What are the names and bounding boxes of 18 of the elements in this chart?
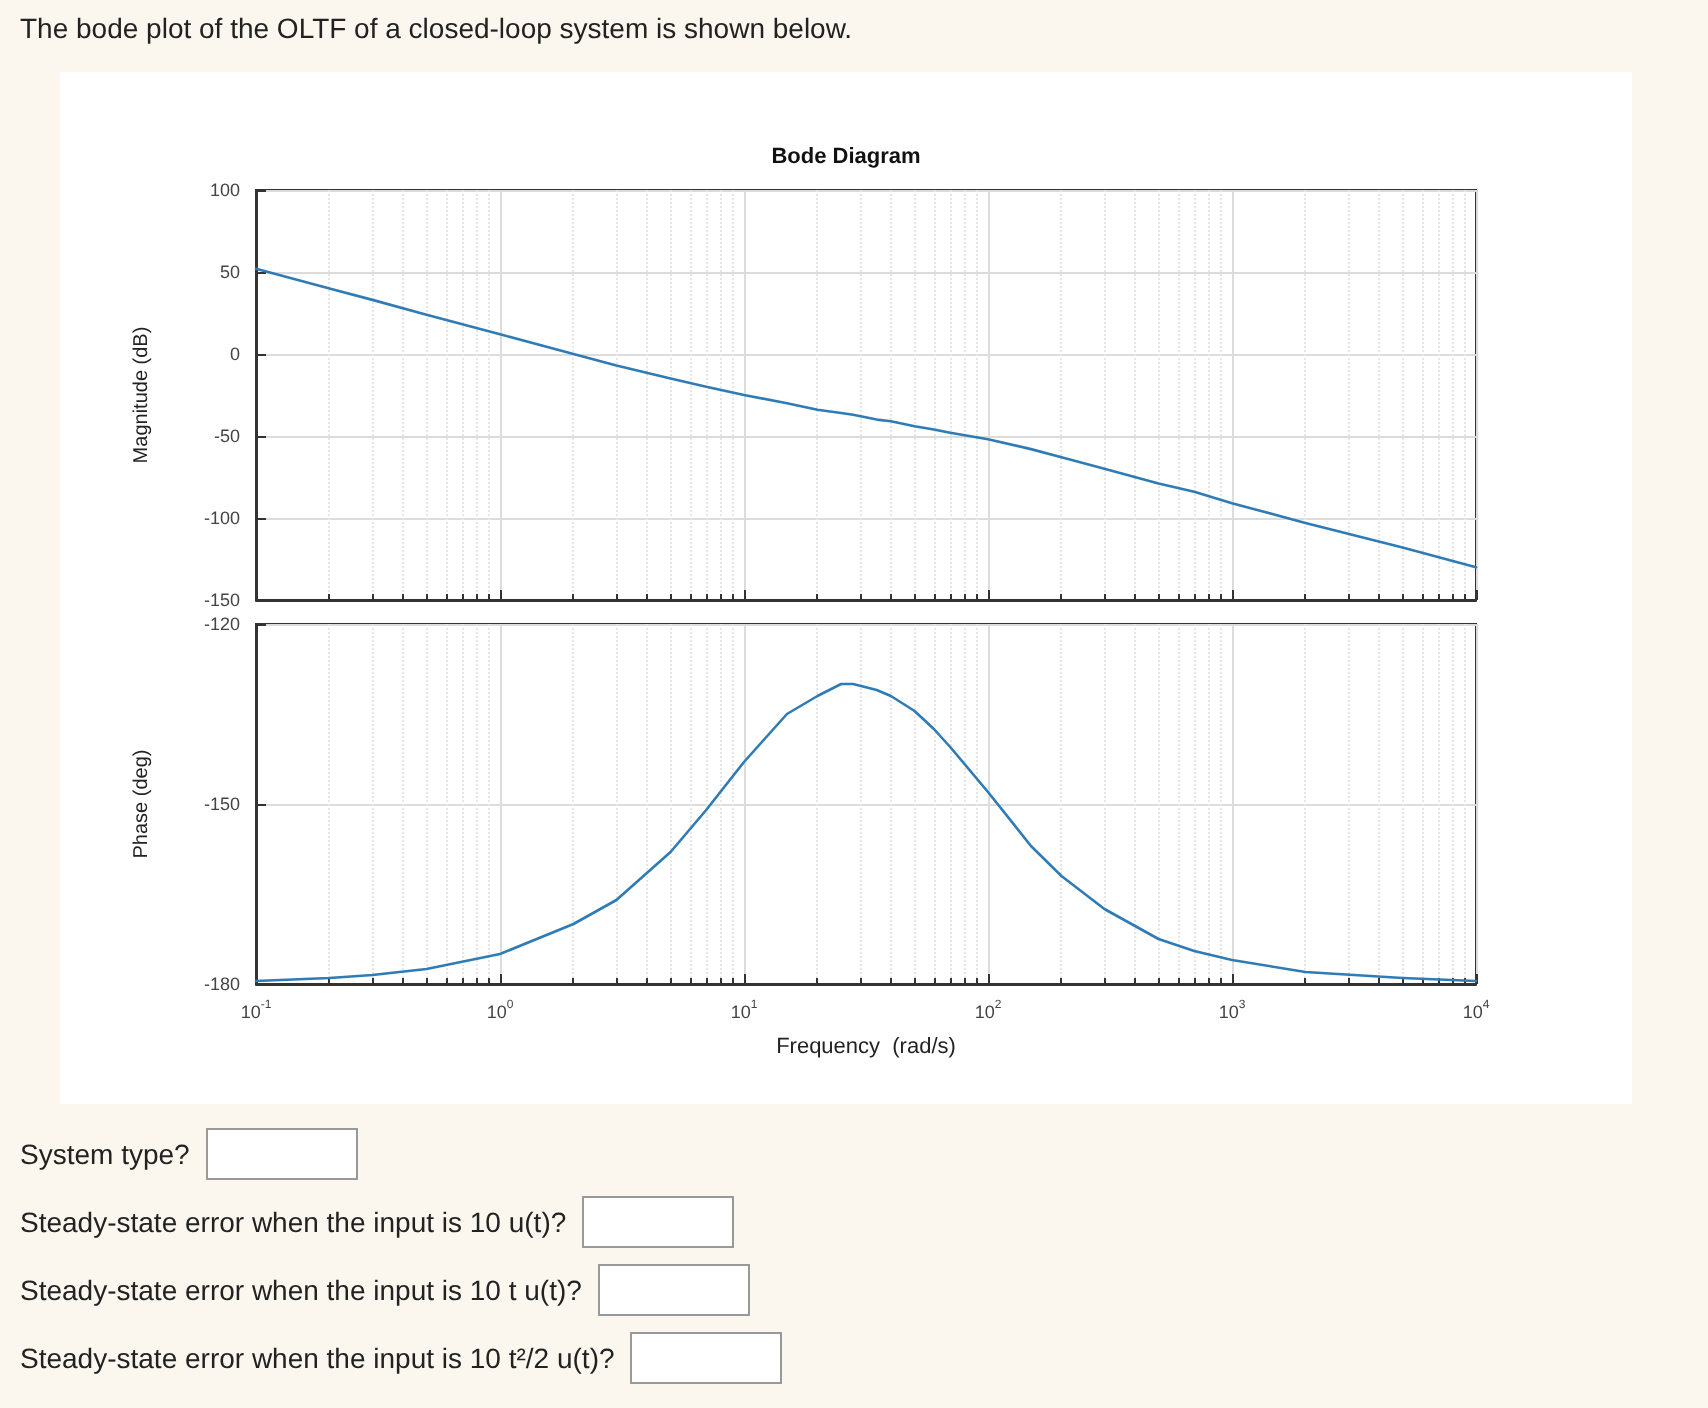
y-axis-title: Phase (deg) xyxy=(131,749,153,859)
y-tick-label: -100 xyxy=(203,508,240,528)
chart-title: Bode Diagram xyxy=(771,145,921,169)
text: Steady-state error when the input is 10 u(t)? xyxy=(20,1206,567,1238)
y-tick-label: -50 xyxy=(213,426,240,446)
y-tick-label: -180 xyxy=(203,974,240,994)
y-tick-label: 0 xyxy=(229,344,240,364)
y-tick-label: -150 xyxy=(203,794,240,814)
y-tick-label: 50 xyxy=(219,262,240,282)
text: The bode plot of the OLTF of a closed-loop system is shown below. xyxy=(20,12,853,44)
y-axis-title: Magnitude (dB) xyxy=(131,326,153,464)
x-axis-title: Frequency (rad/s) xyxy=(776,1035,956,1059)
y-tick-label: -150 xyxy=(203,590,240,610)
y-tick-label: -120 xyxy=(203,614,240,634)
y-tick-label: 100 xyxy=(209,180,240,200)
text: System type? xyxy=(20,1138,190,1170)
text: Steady-state error when the input is 10 t u(t)? xyxy=(20,1274,582,1306)
text: Steady-state error when the input is 10 t²/2 u(t)? xyxy=(20,1342,615,1374)
